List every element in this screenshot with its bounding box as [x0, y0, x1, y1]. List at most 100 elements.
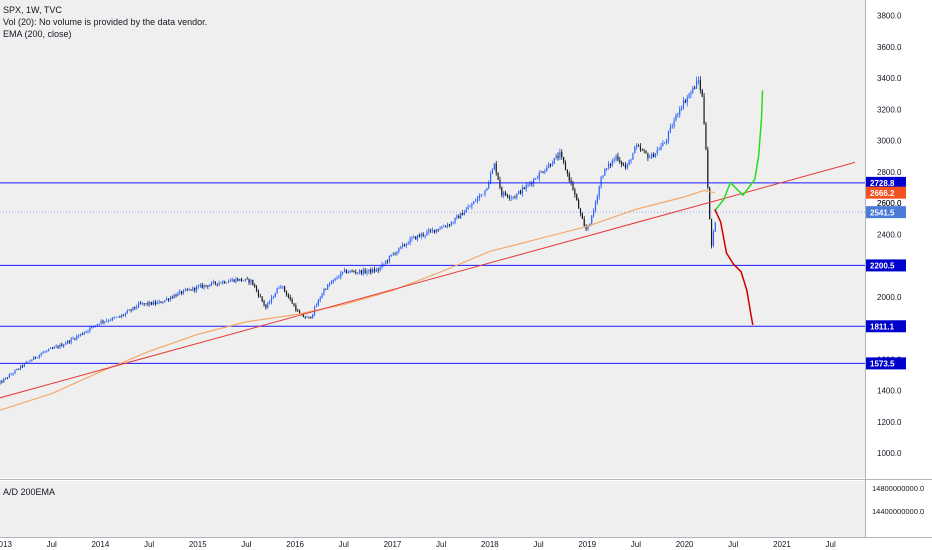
- price-label: 1573.5: [870, 360, 895, 369]
- candle-body: [651, 154, 653, 158]
- candle-body: [83, 332, 85, 335]
- candle-body: [476, 198, 479, 202]
- candle-body: [660, 146, 662, 150]
- candle-body: [377, 269, 379, 271]
- trendline[interactable]: [0, 161, 856, 399]
- candle-body: [536, 178, 539, 179]
- candle-body: [431, 229, 434, 231]
- candle-body: [563, 157, 565, 163]
- candle-body: [145, 303, 147, 304]
- candle-body: [525, 185, 527, 189]
- x-tick-label: Jul: [144, 540, 154, 549]
- candle-body: [606, 168, 608, 170]
- candle-body: [557, 156, 559, 158]
- candle-body: [677, 114, 679, 115]
- indicator-legend[interactable]: A/D 200EMA: [3, 487, 56, 497]
- candle-body: [115, 317, 117, 318]
- candle-body: [139, 303, 142, 304]
- candle-body: [615, 156, 617, 160]
- bullish-projection[interactable]: [714, 90, 764, 212]
- price-label: 2200.5: [870, 262, 895, 271]
- candle-body: [166, 298, 168, 301]
- candle-body: [503, 192, 505, 196]
- candle-body: [622, 164, 625, 166]
- time-axis[interactable]: 2013 Jul 2014 Jul 2015 Jul 2016 Jul 2017 Jul 2018 J…: [0, 540, 836, 549]
- candle-body: [214, 281, 216, 284]
- candle-body: [694, 87, 696, 89]
- candle-body: [527, 184, 529, 186]
- candle-body: [516, 193, 518, 198]
- candle-body: [508, 196, 510, 198]
- x-tick-label: 2019: [578, 540, 596, 549]
- candle-body: [471, 204, 473, 207]
- candle-body: [18, 368, 20, 370]
- candle-body: [167, 298, 170, 301]
- candle-body: [119, 316, 121, 318]
- candle-body: [134, 306, 136, 308]
- y-tick-label: 2400.0: [877, 230, 902, 239]
- candle-body: [570, 180, 572, 183]
- candle-body: [220, 282, 222, 284]
- candle-body: [1, 381, 3, 383]
- candle-body: [534, 178, 537, 180]
- candle-body: [312, 314, 314, 319]
- candle-body: [686, 97, 688, 103]
- y-tick-label: 3400.0: [877, 74, 902, 83]
- candle-body: [458, 215, 460, 219]
- x-tick-label: Jul: [631, 540, 641, 549]
- candle-body: [413, 236, 415, 238]
- candle-body: [240, 278, 243, 281]
- ema-legend[interactable]: EMA (200, close): [3, 29, 72, 39]
- candle-body: [611, 160, 613, 166]
- candle-body: [581, 213, 583, 219]
- y-tick-label: 2000.0: [877, 293, 902, 302]
- candle-body: [705, 123, 707, 150]
- candle-body: [714, 222, 716, 232]
- price-axis[interactable]: 1000.01200.01400.01600.01800.02000.02200…: [877, 12, 902, 459]
- candle-body: [433, 229, 436, 233]
- candle-body: [293, 303, 295, 306]
- candle-body: [117, 316, 119, 318]
- y-tick-label: 3600.0: [877, 43, 902, 52]
- candle-body: [388, 256, 391, 262]
- candle-body: [463, 212, 465, 216]
- candle-body: [452, 222, 454, 223]
- candle-body: [460, 212, 462, 219]
- indicator-pane[interactable]: [0, 481, 865, 537]
- x-tick-label: Jul: [339, 540, 349, 549]
- candle-body: [664, 142, 666, 144]
- symbol-legend[interactable]: SPX, 1W, TVC: [3, 5, 62, 15]
- candle-body: [265, 304, 267, 308]
- ema-200-line: [0, 189, 715, 411]
- x-tick-label: 2016: [286, 540, 304, 549]
- volume-legend[interactable]: Vol (20): No volume is provided by the d…: [3, 17, 208, 27]
- candle-body: [654, 153, 656, 158]
- candle-body: [6, 377, 9, 379]
- x-tick-label: 2018: [481, 540, 499, 549]
- candle-body: [122, 315, 125, 316]
- candle-body: [317, 300, 319, 306]
- candle-body: [244, 278, 246, 281]
- candle-body: [587, 226, 589, 230]
- candle-body: [250, 279, 252, 283]
- candle-body: [98, 323, 100, 325]
- candle-body: [358, 270, 361, 273]
- candle-body: [199, 284, 201, 287]
- candle-body: [662, 142, 664, 147]
- x-tick-label: 2017: [384, 540, 402, 549]
- candle-body: [128, 309, 130, 311]
- bearish-projection[interactable]: [714, 208, 754, 326]
- candle-body: [624, 164, 627, 168]
- candle-body: [184, 289, 186, 291]
- candle-body: [531, 183, 533, 185]
- candle-body: [579, 208, 582, 214]
- price-pane[interactable]: [0, 0, 865, 478]
- y-tick-label: 1000.0: [877, 449, 902, 458]
- candle-body: [467, 207, 469, 210]
- candle-body: [284, 286, 286, 292]
- candle-body: [484, 190, 486, 195]
- candle-body: [435, 229, 437, 233]
- candle-body: [57, 346, 59, 348]
- candle-body: [681, 107, 683, 109]
